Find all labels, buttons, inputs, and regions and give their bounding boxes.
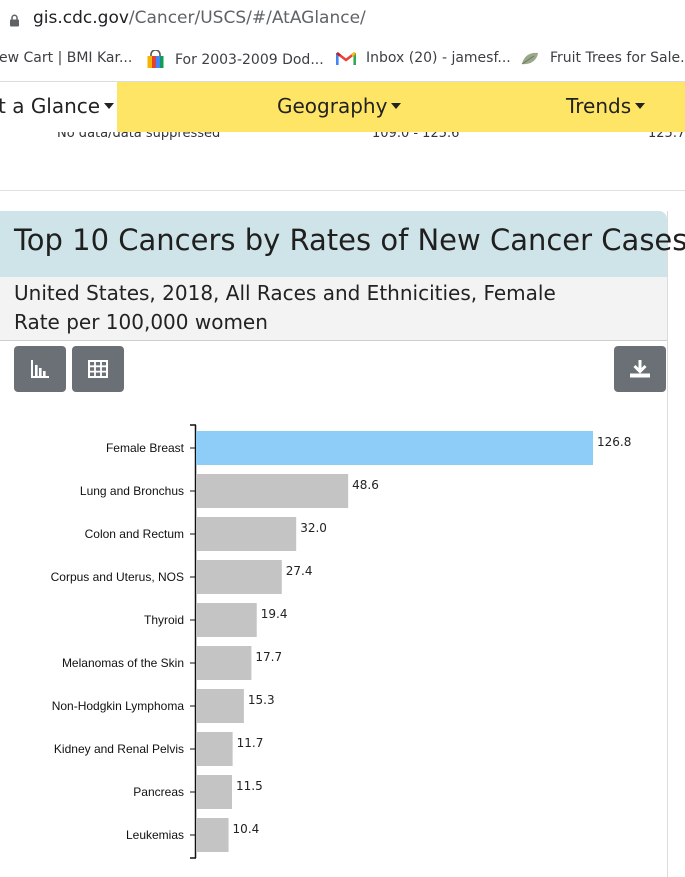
card-header: Top 10 Cancers by Rates of New Cancer Ca… bbox=[0, 211, 685, 277]
nav-at-a-glance-label: t a Glance bbox=[0, 94, 101, 118]
category-label: Leukemias bbox=[126, 828, 184, 842]
category-label: Melanomas of the Skin bbox=[62, 656, 184, 670]
category-label: Non-Hodgkin Lymphoma bbox=[52, 699, 185, 713]
table-icon bbox=[88, 360, 108, 378]
chevron-down-icon bbox=[104, 102, 115, 109]
subtitle-line-1: United States, 2018, All Races and Ethni… bbox=[14, 281, 556, 305]
value-label: 10.4 bbox=[233, 822, 260, 836]
nav-geography[interactable]: Geography bbox=[277, 94, 402, 118]
bookmarks-bar: ew Cart | BMI Kar... For 2003-2009 Dod..… bbox=[0, 38, 685, 82]
lock-icon[interactable] bbox=[9, 12, 20, 31]
gmail-icon bbox=[336, 51, 356, 66]
table-view-button[interactable] bbox=[72, 346, 124, 392]
chart-bar[interactable] bbox=[196, 646, 252, 680]
nav-trends[interactable]: Trends bbox=[566, 94, 646, 118]
nav-geography-label: Geography bbox=[277, 94, 388, 118]
bar-chart: Female Breast 126.8 Lung and Bronchus 48.6 C… bbox=[51, 424, 631, 859]
bookmark-label: ew Cart | BMI Kar... bbox=[0, 50, 133, 66]
shopping-bag-icon bbox=[146, 50, 165, 69]
bookmark-item[interactable]: Fruit Trees for Sale... bbox=[520, 50, 685, 66]
card-subtitle: United States, 2018, All Races and Ethni… bbox=[0, 277, 667, 341]
card-title: Top 10 Cancers by Rates of New Cancer Ca… bbox=[14, 223, 685, 257]
chart-bar[interactable] bbox=[196, 560, 282, 594]
url-host: gis.cdc.gov bbox=[33, 8, 129, 28]
category-label: Corpus and Uterus, NOS bbox=[51, 570, 184, 584]
leaf-icon bbox=[520, 51, 540, 66]
top-cancers-card: Top 10 Cancers by Rates of New Cancer Ca… bbox=[0, 211, 685, 877]
bookmark-label: Fruit Trees for Sale... bbox=[550, 50, 685, 66]
chart-bar[interactable] bbox=[196, 474, 349, 508]
value-label: 32.0 bbox=[300, 521, 327, 535]
value-label: 15.3 bbox=[248, 693, 275, 707]
nav-yellow-bar: Geography Trends bbox=[117, 82, 685, 132]
category-label: Pancreas bbox=[133, 785, 184, 799]
value-label: 126.8 bbox=[597, 435, 631, 449]
chart-bar[interactable] bbox=[196, 818, 229, 852]
chart-bar[interactable] bbox=[196, 431, 593, 465]
url-path: /Cancer/USCS/#/AtAGlance/ bbox=[128, 8, 366, 28]
bookmark-item[interactable]: For 2003-2009 Dod... bbox=[146, 50, 324, 69]
address-bar[interactable]: gis.cdc.gov/Cancer/USCS/#/AtAGlance/ bbox=[0, 0, 685, 38]
value-label: 19.4 bbox=[261, 607, 288, 621]
chart-bar[interactable] bbox=[196, 732, 233, 766]
top-nav: t a Glance Geography Trends bbox=[0, 82, 685, 132]
divider bbox=[0, 190, 685, 191]
nav-at-a-glance[interactable]: t a Glance bbox=[0, 82, 117, 132]
bookmark-item[interactable]: Inbox (20) - jamesf... bbox=[336, 50, 511, 66]
value-label: 11.7 bbox=[237, 736, 264, 750]
subtitle-line-2: Rate per 100,000 women bbox=[14, 310, 268, 334]
category-label: Lung and Bronchus bbox=[80, 484, 184, 498]
chart-bar[interactable] bbox=[196, 689, 244, 723]
value-label: 17.7 bbox=[255, 650, 282, 664]
category-label: Kidney and Renal Pelvis bbox=[54, 742, 184, 756]
bookmark-label: Inbox (20) - jamesf... bbox=[366, 50, 511, 66]
chevron-down-icon bbox=[635, 102, 646, 109]
value-label: 27.4 bbox=[286, 564, 313, 578]
category-label: Female Breast bbox=[106, 441, 185, 455]
bar-chart-icon bbox=[31, 360, 49, 378]
download-button[interactable] bbox=[614, 346, 666, 392]
category-label: Colon and Rectum bbox=[85, 527, 184, 541]
download-icon bbox=[630, 360, 650, 378]
category-label: Thyroid bbox=[144, 613, 184, 627]
value-label: 11.5 bbox=[236, 779, 263, 793]
nav-trends-label: Trends bbox=[566, 94, 632, 118]
url-text[interactable]: gis.cdc.gov/Cancer/USCS/#/AtAGlance/ bbox=[33, 8, 366, 28]
chart-view-button[interactable] bbox=[14, 346, 66, 392]
chart-bar[interactable] bbox=[196, 517, 297, 551]
value-label: 48.6 bbox=[352, 478, 379, 492]
chevron-down-icon bbox=[391, 102, 402, 109]
chart-bar[interactable] bbox=[196, 603, 257, 637]
bookmark-item[interactable]: ew Cart | BMI Kar... bbox=[0, 50, 132, 66]
chart-bar[interactable] bbox=[196, 775, 233, 809]
bookmark-label: For 2003-2009 Dod... bbox=[175, 51, 324, 68]
